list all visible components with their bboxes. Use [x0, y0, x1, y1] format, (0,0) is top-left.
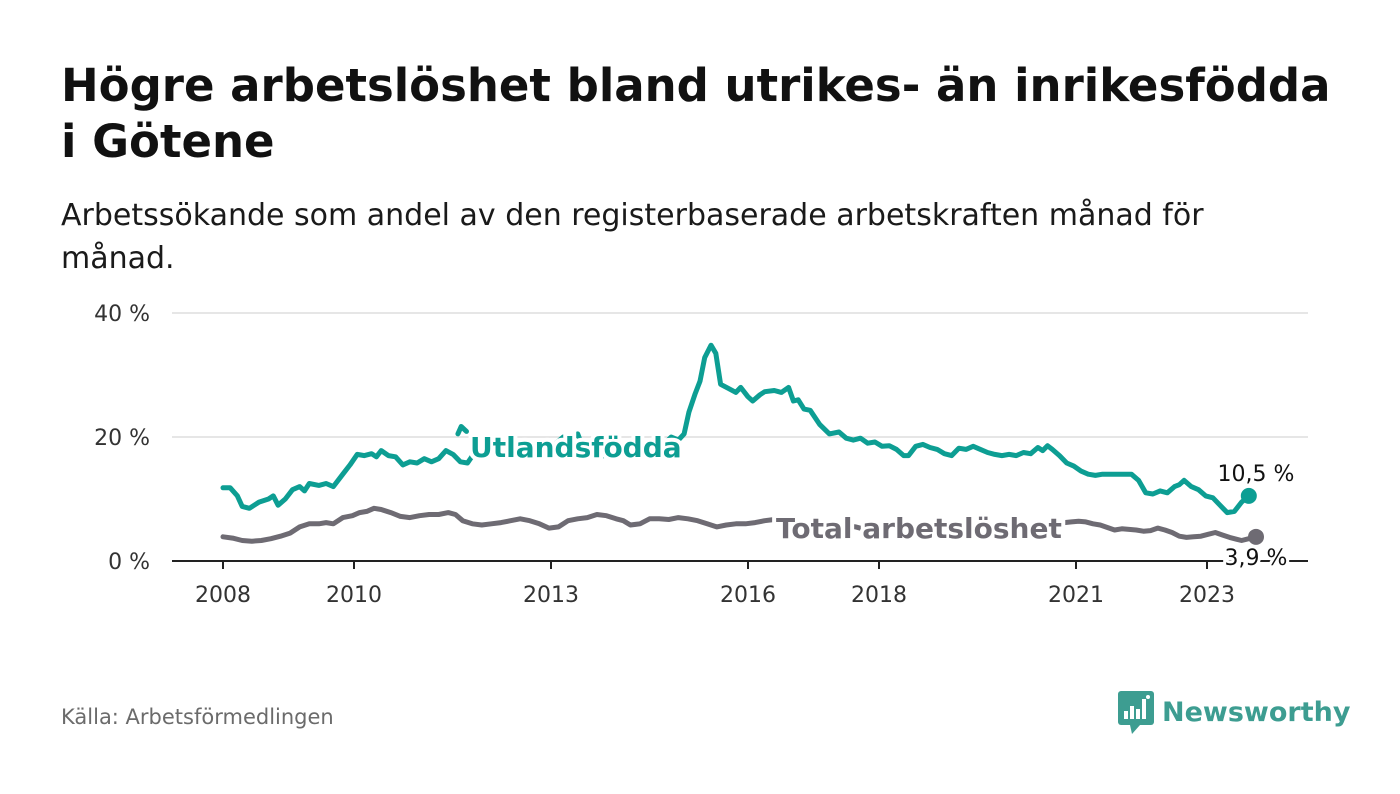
x-tick-label: 2010 — [326, 583, 382, 608]
series-end-point-utland — [1240, 487, 1257, 504]
series-label-total: Total arbetslöshet — [776, 512, 1062, 545]
series-line-total — [1047, 518, 1259, 543]
x-tick-label: 2021 — [1048, 583, 1104, 608]
y-tick-label: 20 % — [94, 426, 150, 451]
series-end-point-total — [1248, 528, 1264, 545]
x-tick-label: 2013 — [523, 583, 579, 608]
series-line-total — [220, 505, 878, 544]
series-line-utland — [553, 342, 1252, 516]
y-tick-label: 0 % — [108, 550, 150, 575]
x-tick-label: 2016 — [720, 583, 776, 608]
line-chart: 0 %20 %40 %2008 2010 2013 2016 2018 2021 2023 … — [94, 302, 1308, 608]
x-tick-label: 2018 — [851, 583, 907, 608]
x-tick-label: 2008 — [195, 583, 251, 608]
end-value-label-total: 3,9 % — [1225, 546, 1288, 571]
series-line-utland — [455, 424, 469, 437]
y-tick-label: 40 % — [94, 302, 150, 327]
newsworthy-logo-icon — [1118, 691, 1154, 734]
series-line-utland — [220, 448, 497, 511]
brand-name: Newsworthy — [1162, 696, 1351, 728]
end-value-label-utlandsfodda: 10,5 % — [1218, 462, 1295, 487]
series-label-utlandsfodda: Utlandsfödda — [470, 431, 682, 464]
chart-subtitle: Arbetssökande som andel av den registerb… — [61, 198, 1204, 276]
chart-title: Högre arbetslöshet bland utrikes- än inr… — [61, 59, 1331, 168]
newsworthy-logo[interactable]: Newsworthy — [1118, 688, 1350, 736]
x-tick-label: 2023 — [1179, 583, 1235, 608]
source-note: Källa: Arbetsförmedlingen — [61, 705, 334, 729]
